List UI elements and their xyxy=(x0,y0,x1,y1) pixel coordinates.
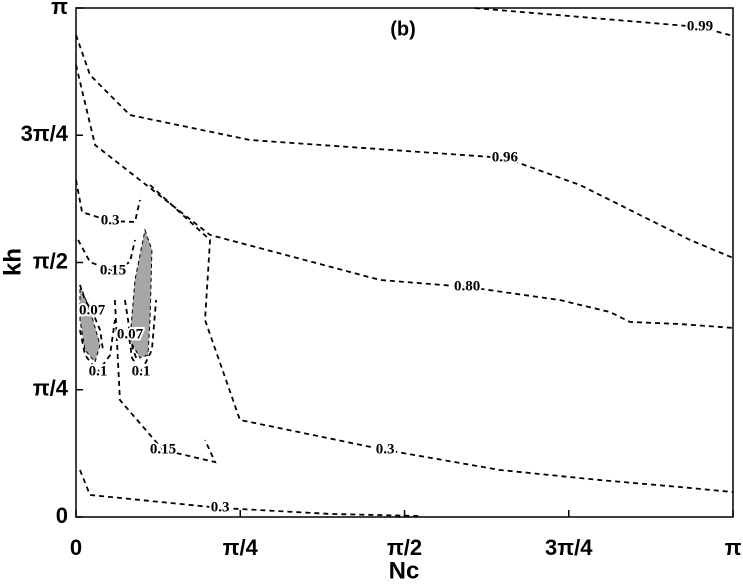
contour-label: 0.1 xyxy=(132,363,151,379)
contour-line xyxy=(75,64,734,329)
y-tick-label: π/2 xyxy=(33,248,68,273)
contour-label: 0.80 xyxy=(454,278,480,294)
contour-line xyxy=(77,239,136,273)
y-tick-label: 0 xyxy=(56,503,68,528)
x-tick-label: 0 xyxy=(70,535,82,560)
y-tick-label: π/4 xyxy=(33,376,69,401)
contour-line xyxy=(474,7,734,37)
shaded-region xyxy=(129,228,153,359)
contour-line xyxy=(79,284,104,351)
y-tick-label: π xyxy=(51,0,68,19)
contour-line xyxy=(127,299,157,374)
contour-label: 0.07 xyxy=(79,303,106,319)
contour-line xyxy=(75,34,734,259)
contour-label: 0.1 xyxy=(89,363,108,379)
chart-title: (b) xyxy=(390,18,416,40)
contour-label: 0.3 xyxy=(376,441,395,457)
contour-label: 0.15 xyxy=(150,441,176,457)
contour-label: 0.96 xyxy=(492,149,519,165)
contour-line xyxy=(75,179,141,223)
contour-label: 0.15 xyxy=(100,262,126,278)
contour-label: 0.99 xyxy=(687,18,713,34)
shaded-region xyxy=(79,284,101,363)
x-tick-label: 3π/4 xyxy=(545,535,593,560)
y-tick-label: 3π/4 xyxy=(21,121,69,146)
contour-line xyxy=(113,300,217,464)
x-tick-label: π/2 xyxy=(387,535,422,560)
contour-label: 0.3 xyxy=(211,499,230,515)
y-axis-label: kh xyxy=(0,248,26,276)
x-tick-label: π xyxy=(725,535,742,560)
contour-line xyxy=(149,184,734,493)
contour-label: 0.3 xyxy=(101,212,120,228)
x-tick-label: π/4 xyxy=(223,535,259,560)
contour-line xyxy=(79,469,421,517)
contour-line xyxy=(79,319,116,374)
contour-label: 0.07 xyxy=(117,326,144,342)
x-axis-label: Nc xyxy=(389,557,420,584)
contour-line xyxy=(124,299,138,361)
